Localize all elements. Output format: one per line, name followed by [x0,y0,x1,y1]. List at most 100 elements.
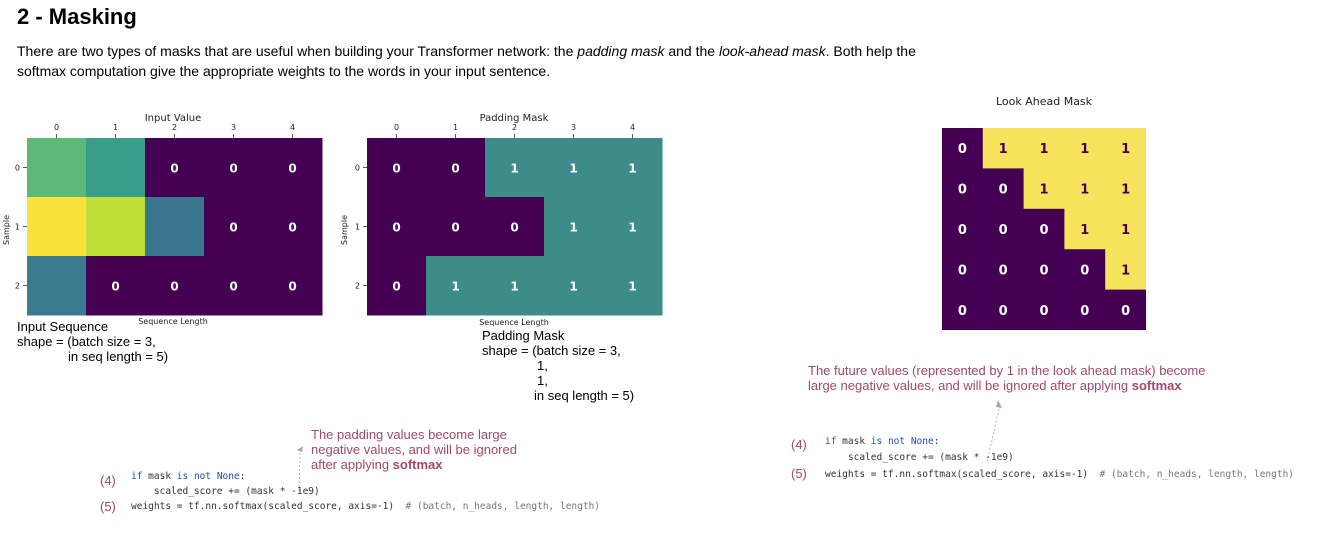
cell-label: 0 [111,280,119,294]
cell-label: 0 [392,221,400,235]
cell-label: 1 [569,221,577,235]
look-note-arrow [986,400,1002,463]
cell-label: 0 [510,221,518,235]
cell-label: 1 [628,280,636,294]
heatmap-cell [86,256,146,316]
input-sequence-caption: Input Sequence [17,319,109,334]
look-ahead-cell-label: 1 [1080,142,1089,157]
code-left-is-not-none: is not None [176,471,240,482]
look-note-softmax: softmax [1131,378,1182,393]
look-ahead-cell-label: 0 [958,263,967,278]
padding-mask-ylabel: Sample [340,215,349,245]
y-tick-label: 1 [355,223,360,232]
input-value-heatmap: Input Value 0 1 2 3 4 0 1 2 Sample 0 0 0 0 0 0 0 0 0 S… [2,113,323,326]
look-ahead-cell [1064,168,1106,210]
code-left-mask-word: mask [142,471,177,482]
look-ahead-cell [982,289,1025,330]
code-right-is-not-none: is not None [870,436,934,447]
input-value-title: Input Value [145,113,202,124]
heatmap-cell [204,138,264,198]
section-title: 2 - Masking [17,4,137,29]
y-tick-label: 2 [355,282,360,291]
code-left-line1: if mask is not None: [131,471,245,482]
look-ahead-cell-label: 0 [1080,304,1089,319]
heatmap-cell [86,138,146,198]
heatmap-cell [367,138,427,198]
code-left-line2: scaled_score += (mask * -1e9) [131,486,320,497]
heatmap-cell [544,138,604,198]
code-right-softmax-call: weights = tf.nn.softmax(scaled_score, ax… [825,469,1089,480]
padding-mask-heatmap: Padding Mask 0 1 2 3 4 0 1 2 Sample 0 0 1 1 1 0 0 0 1 1… [340,113,663,327]
look-ahead-cell [942,208,984,250]
padding-shape-line1: shape = (batch size = 3, [482,343,621,358]
code-left-if-keyword: if [131,471,143,482]
look-ahead-cell-label: 0 [1080,263,1089,278]
intro-text-2: and the [664,43,719,59]
look-ahead-cell-label: 1 [1080,183,1089,198]
heatmap-cell [485,197,545,257]
x-tick-label: 0 [394,123,399,132]
padding-shape-line3: 1, [537,373,548,388]
heatmap-cell [426,256,486,316]
code-left-colon: : [239,471,246,482]
heatmap-cell [263,197,323,257]
look-note-line2: large negative values, and will be ignor… [808,378,1132,393]
heatmap-cell [145,256,205,316]
look-ahead-cell [1105,289,1146,330]
x-tick-label: 2 [512,123,517,132]
x-tick-label: 1 [453,123,458,132]
cell-label: 0 [288,280,296,294]
look-ahead-cell-label: 0 [958,304,967,319]
code-right-if-keyword: if [825,436,837,447]
x-tick-label: 0 [54,123,59,132]
x-tick-label: 3 [571,123,576,132]
code-right-line1: if mask is not None: [825,436,939,447]
code-right-line4-number: (4) [791,437,807,452]
look-ahead-cell [1023,289,1065,330]
look-note-line1: The future values (represented by 1 in t… [808,363,1206,378]
code-left-line3: weights = tf.nn.softmax(scaled_score, ax… [131,501,600,512]
look-ahead-cell-label: 1 [1039,183,1048,198]
look-ahead-cell-label: 0 [1039,263,1048,278]
intro-paragraph: There are two types of masks that are us… [17,41,957,81]
cell-label: 0 [170,280,178,294]
padding-mask-title: Padding Mask [480,113,549,124]
code-right-line3: weights = tf.nn.softmax(scaled_score, ax… [825,469,1294,480]
heatmap-cell [603,256,663,316]
look-ahead-cell [1064,289,1106,330]
cell-label: 0 [288,162,296,176]
heatmap-cell [86,197,146,257]
look-ahead-cell [1023,128,1065,169]
look-ahead-cell-label: 1 [1039,142,1048,157]
look-ahead-cell [942,289,984,330]
look-ahead-cell [982,128,1025,169]
heatmap-cell [603,138,663,198]
look-ahead-cell [1064,128,1106,169]
intro-text-1: There are two types of masks that are us… [17,43,578,59]
heatmap-cell [204,197,264,257]
look-ahead-cell-label: 1 [999,142,1008,157]
look-ahead-cell-label: 0 [999,263,1008,278]
heatmap-cell [544,197,604,257]
padding-note-line2: negative values, and will be ignored [311,442,517,457]
cell-label: 1 [510,162,518,176]
cell-label: 0 [229,221,237,235]
heatmap-cell [27,197,87,257]
y-tick-label: 1 [15,223,20,232]
heatmap-cell [27,138,87,198]
code-right-colon: : [933,436,940,447]
padding-note-line1: The padding values become large [311,427,507,442]
intro-padding-mask-term: padding mask [577,43,665,59]
code-left-line5-number: (5) [100,499,116,514]
look-ahead-cell [1023,168,1065,210]
look-ahead-cell-label: 0 [999,304,1008,319]
heatmap-cell [485,138,545,198]
heatmap-cell [603,197,663,257]
heatmap-cell [544,256,604,316]
input-value-ylabel: Sample [2,215,11,245]
padding-note-line3: after applying [311,457,393,472]
heatmap-cell [27,256,87,316]
code-right-line5-number: (5) [791,466,807,481]
y-tick-label: 0 [355,164,360,173]
cell-label: 0 [170,162,178,176]
